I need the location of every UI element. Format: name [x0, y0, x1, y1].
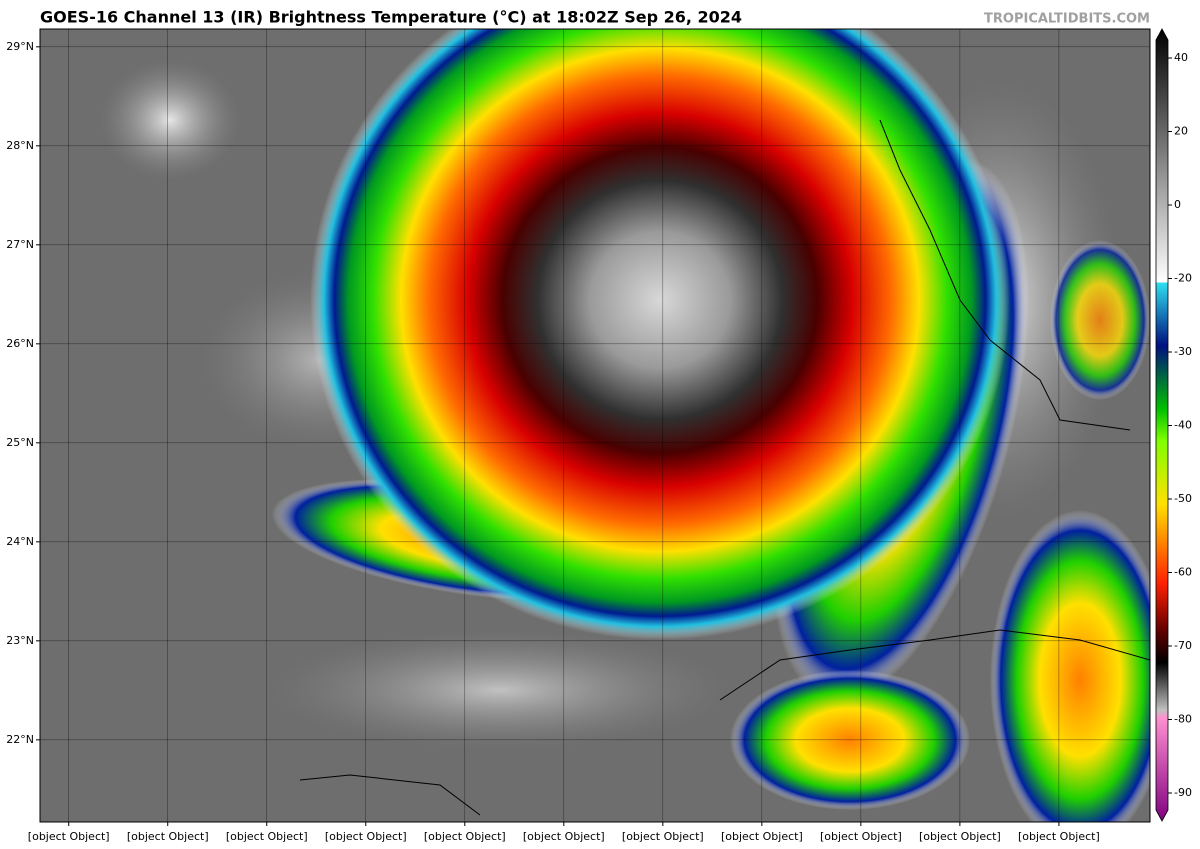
lat-label: 27°N [6, 238, 34, 251]
lon-label: [object Object] [226, 830, 308, 843]
lon-label: [object Object] [127, 830, 209, 843]
colorbar-label: -80 [1174, 713, 1192, 726]
lat-label: 25°N [6, 436, 34, 449]
colorbar-label: -30 [1174, 345, 1192, 358]
lon-label: [object Object] [424, 830, 506, 843]
lon-label: [object Object] [622, 830, 704, 843]
lon-label: [object Object] [721, 830, 803, 843]
credit: TROPICALTIDBITS.COM [984, 12, 1150, 27]
lon-label: [object Object] [820, 830, 902, 843]
lat-label: 24°N [6, 535, 34, 548]
colorbar-label: -90 [1174, 786, 1192, 799]
lat-label: 26°N [6, 337, 34, 350]
colorbar [1155, 28, 1169, 822]
colorbar-label: -20 [1174, 272, 1192, 285]
lon-label: [object Object] [1018, 830, 1100, 843]
lon-label: [object Object] [523, 830, 605, 843]
colorbar-label: -40 [1174, 419, 1192, 432]
title: GOES-16 Channel 13 (IR) Brightness Tempe… [40, 8, 742, 27]
graticule [36, 29, 1150, 826]
colorbar-label: 0 [1174, 198, 1181, 211]
imagery [40, 29, 1150, 822]
lon-label: [object Object] [919, 830, 1001, 843]
lat-label: 23°N [6, 634, 34, 647]
lon-label: [object Object] [325, 830, 407, 843]
colorbar-label: 40 [1174, 51, 1188, 64]
colorbar-label: 20 [1174, 125, 1188, 138]
lon-label: [object Object] [28, 830, 110, 843]
map-frame [39, 28, 1151, 823]
colorbar-label: -50 [1174, 492, 1192, 505]
lat-label: 28°N [6, 139, 34, 152]
colorbar-label: -70 [1174, 639, 1192, 652]
lat-label: 22°N [6, 733, 34, 746]
colorbar-label: -60 [1174, 566, 1192, 579]
lat-label: 29°N [6, 40, 34, 53]
